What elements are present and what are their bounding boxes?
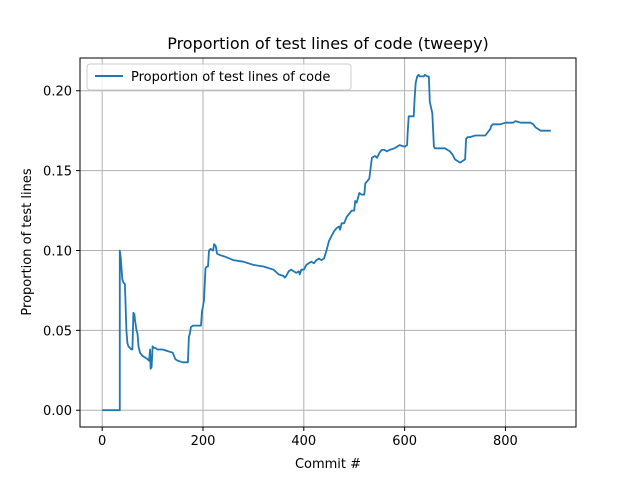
plot-area-frame [79, 57, 577, 428]
y-tick-label: 0.10 [43, 244, 72, 259]
data-layer [102, 73, 551, 412]
chart-title: Proportion of test lines of code (tweepy… [167, 34, 489, 53]
x-tick-label: 0 [98, 434, 106, 449]
legend-label: Proportion of test lines of code [131, 70, 330, 85]
y-tick-label: 0.15 [43, 165, 72, 180]
axis-ticks: 0 200 400 600 800 0.00 0.05 0.10 0.15 0.20 [43, 85, 518, 449]
legend-box [86, 63, 352, 91]
legend: Proportion of test lines of code [86, 63, 352, 91]
grid-lines [80, 58, 576, 427]
y-tick-label: 0.05 [43, 324, 72, 339]
x-tick-label: 400 [291, 434, 316, 449]
x-axis-label: Commit # [295, 457, 361, 472]
y-axis-label: Proportion of test lines [20, 168, 35, 315]
x-tick-label: 800 [493, 434, 518, 449]
y-tick-label: 0.20 [43, 85, 72, 100]
x-tick-label: 200 [191, 434, 216, 449]
y-tick-label: 0.00 [43, 404, 72, 419]
x-tick-label: 600 [392, 434, 417, 449]
series-line [102, 73, 551, 412]
